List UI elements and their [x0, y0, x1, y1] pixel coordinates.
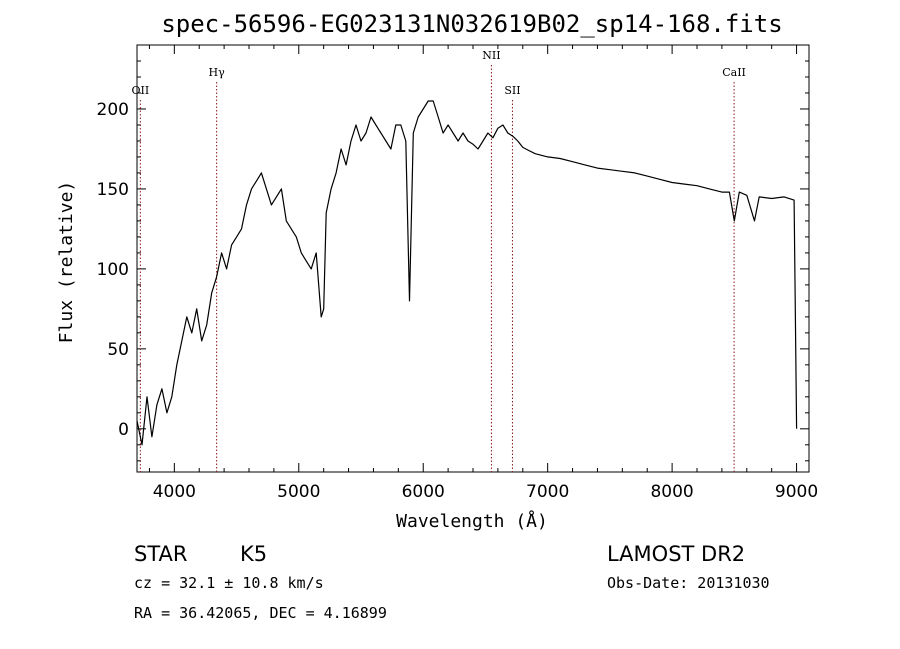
x-axis-label: Wavelength (Å) — [396, 510, 548, 532]
survey-label: LAMOST DR2 — [607, 542, 745, 566]
spectrum-line — [136, 100, 798, 446]
object-class-label: STAR — [134, 542, 187, 566]
y-tick-label: 150 — [97, 180, 129, 200]
x-tick-label: 5000 — [277, 482, 320, 502]
line-marker-label: SII — [504, 84, 520, 97]
y-tick-label: 100 — [97, 260, 129, 280]
plot-frame — [136, 44, 810, 473]
emission-line-markers: OII Hγ NII SII CaII — [132, 49, 746, 472]
x-tick-label: 7000 — [526, 482, 569, 502]
y-tick-label: 200 — [97, 100, 129, 120]
chart-title: spec-56596-EG023131N032619B02_sp14-168.f… — [161, 10, 782, 38]
x-tick-label: 9000 — [775, 482, 818, 502]
axis-ticks: 4000 5000 6000 7000 8000 9000 0 50 100 150 200 — [97, 45, 818, 502]
x-tick-label: 8000 — [650, 482, 693, 502]
redshift-label: cz = 32.1 ± 10.8 km/s — [134, 574, 324, 592]
x-tick-label: 6000 — [402, 482, 445, 502]
line-marker-label: OII — [132, 84, 150, 97]
line-marker-label: Hγ — [209, 66, 226, 79]
line-marker-label: NII — [482, 49, 500, 62]
y-tick-label: 0 — [118, 420, 129, 440]
obs-date-label: Obs-Date: 20131030 — [607, 574, 770, 592]
y-axis-label: Flux (relative) — [56, 181, 77, 344]
coordinates-label: RA = 36.42065, DEC = 4.16899 — [134, 604, 387, 622]
line-marker-label: CaII — [722, 66, 746, 79]
y-tick-label: 50 — [107, 340, 129, 360]
subclass-label: K5 — [240, 542, 267, 566]
x-tick-label: 4000 — [153, 482, 196, 502]
spectrum-series — [136, 100, 798, 446]
